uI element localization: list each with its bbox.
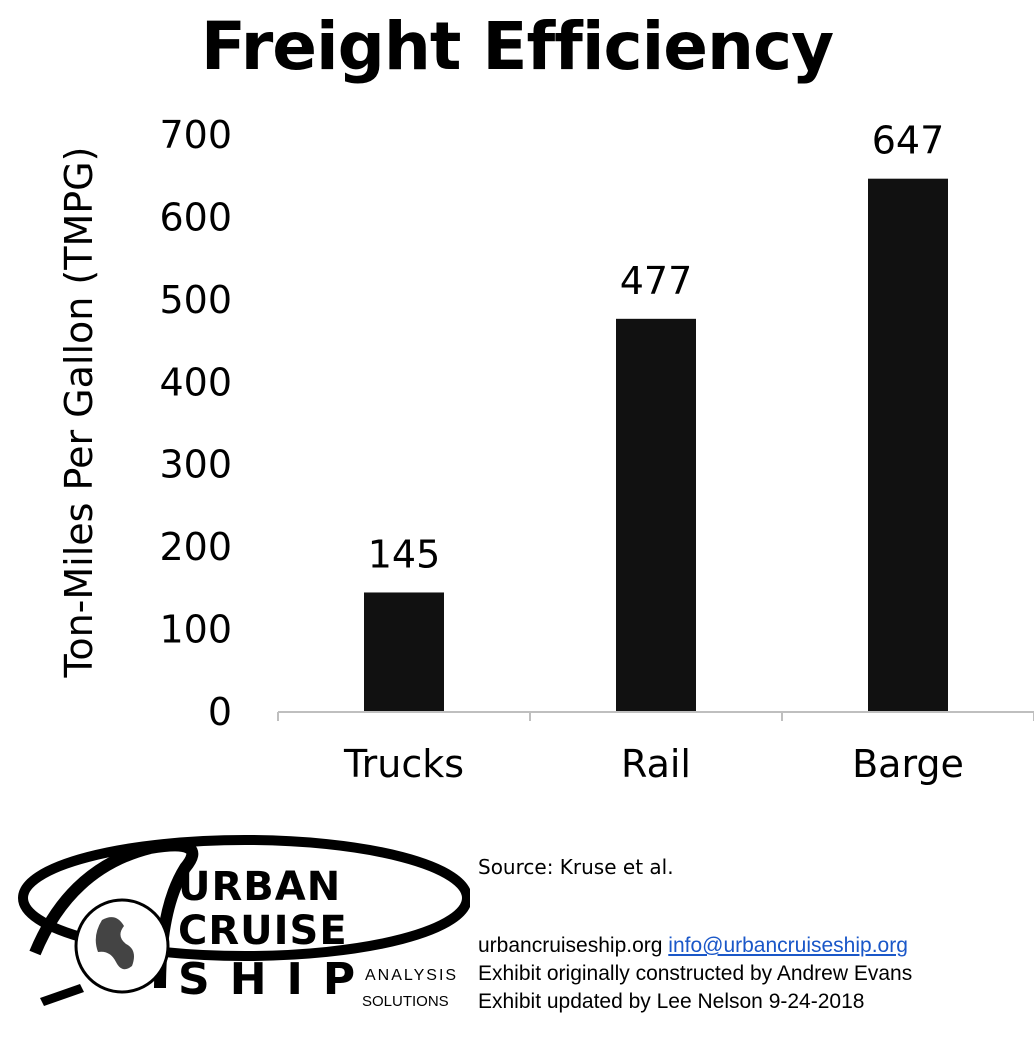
data-label: 145 <box>368 532 441 576</box>
y-tick-label: 300 <box>159 443 232 487</box>
logo-sub-analysis: ANALYSIS <box>365 967 458 984</box>
bar-barge <box>868 178 948 713</box>
website-text: urbancruiseship.org <box>478 934 663 957</box>
y-tick-label: 0 <box>208 690 232 734</box>
y-tick-label: 100 <box>159 608 232 652</box>
logo-word-cruise: CRUISE <box>178 908 348 954</box>
logo-word-urban: URBAN <box>178 864 341 910</box>
y-tick-label: 500 <box>159 278 232 322</box>
bar-trucks <box>364 592 444 712</box>
logo-sub-solutions: SOLUTIONS <box>362 993 449 1010</box>
source-note: Source: Kruse et al. <box>478 855 674 879</box>
y-axis-label: Ton-Miles Per Gallon (TMPG) <box>57 147 101 679</box>
x-tick-label: Rail <box>621 742 691 786</box>
y-tick-label: 700 <box>159 113 232 157</box>
x-tick-labels: Trucks Rail Barge <box>343 742 964 786</box>
logo-orbit-ring <box>18 835 470 961</box>
satellite-icon <box>40 984 84 1006</box>
y-tick-label: 400 <box>159 360 232 404</box>
logo-word-ship: SHIP <box>178 954 375 1005</box>
y-tick-labels: 0 100 200 300 400 500 600 700 <box>159 113 232 734</box>
bar-rail <box>616 318 696 712</box>
credits-block: urbancruiseship.org info@urbancruiseship… <box>478 932 912 1016</box>
chart-title: Freight Efficiency <box>200 8 834 85</box>
data-labels: 145 477 647 <box>368 119 945 577</box>
urban-cruise-ship-logo: URBAN CRUISE SHIP ANALYSIS SOLUTIONS <box>18 835 470 1010</box>
x-tick-label: Barge <box>852 742 964 786</box>
x-tick-label: Trucks <box>343 742 464 786</box>
bar-chart: Ton-Miles Per Gallon (TMPG) 0 100 200 300 40… <box>57 113 1034 786</box>
x-axis <box>277 711 1034 721</box>
globe-continent <box>95 917 134 970</box>
credit-line-1: Exhibit originally constructed by Andrew… <box>478 962 913 985</box>
data-label: 647 <box>872 119 945 163</box>
data-label: 477 <box>620 259 693 303</box>
contact-line: urbancruiseship.org info@urbancruiseship… <box>478 932 912 960</box>
y-tick-label: 600 <box>159 195 232 239</box>
credit-line-2: Exhibit updated by Lee Nelson 9-24-2018 <box>478 990 865 1013</box>
logo-swoosh <box>29 839 199 989</box>
email-link[interactable]: info@urbancruiseship.org <box>668 934 908 957</box>
bars <box>364 178 948 713</box>
y-tick-label: 200 <box>159 525 232 569</box>
